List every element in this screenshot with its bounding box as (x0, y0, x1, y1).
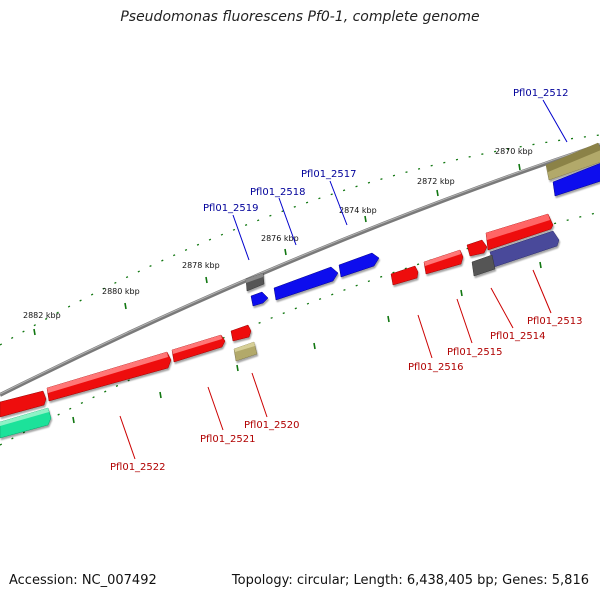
label-pfl01-2522[interactable]: Pfl01_2522 (110, 462, 166, 473)
reverse-leader-lines (119, 269, 552, 460)
kbp-label-2876: 2876 kbp (261, 234, 299, 243)
label-pfl01-2512[interactable]: Pfl01_2512 (513, 88, 569, 99)
kbp-label-2872: 2872 kbp (417, 177, 455, 186)
outer-major-ticks (33, 163, 521, 336)
gene-pfl01-2522-top (47, 352, 168, 393)
gene-pfl01-2519[interactable] (250, 291, 269, 307)
reverse-strand-genes (0, 213, 560, 439)
genome-summary: Topology: circular; Length: 6,438,405 bp… (231, 573, 589, 588)
gene-pfl01-2520-top (234, 342, 255, 352)
label-pfl01-2515[interactable]: Pfl01_2515 (447, 347, 503, 358)
gene-pfl01-2521-top (172, 335, 222, 354)
label-pfl01-2517[interactable]: Pfl01_2517 (301, 169, 357, 180)
label-pfl01-2513[interactable]: Pfl01_2513 (527, 316, 583, 327)
label-pfl01-2514[interactable]: Pfl01_2514 (490, 331, 546, 342)
gene-pfl01-2517[interactable] (338, 252, 380, 278)
kbp-label-2874: 2874 kbp (339, 206, 377, 215)
gene-pfl01-2512[interactable] (552, 163, 600, 197)
accession-info: Accession: NC_007492 (9, 573, 157, 588)
inner-major-ticks (72, 261, 542, 424)
gene-pfl01-2516[interactable] (390, 265, 419, 286)
label-pfl01-2520[interactable]: Pfl01_2520 (244, 420, 300, 431)
label-pfl01-2518[interactable]: Pfl01_2518 (250, 187, 306, 198)
gene-gray-reverse[interactable] (471, 254, 496, 277)
gene-red-left-edge[interactable] (0, 390, 47, 418)
map-title: Pseudomonas fluorescens Pf0-1, complete … (120, 9, 480, 25)
genome-backbone-highlight (0, 143, 600, 395)
gene-pfl01-2518[interactable] (273, 266, 339, 301)
label-pfl01-2516[interactable]: Pfl01_2516 (408, 362, 464, 373)
kbp-label-2882: 2882 kbp (23, 311, 61, 320)
forward-strand-genes (245, 142, 600, 307)
gene-red-reverse-a-top (424, 250, 461, 266)
label-pfl01-2519[interactable]: Pfl01_2519 (203, 203, 259, 214)
gene-green-left-edge-top (0, 408, 49, 426)
kbp-label-2880: 2880 kbp (102, 287, 140, 296)
gene-pfl01-2514-top (486, 214, 550, 240)
label-pfl01-2521[interactable]: Pfl01_2521 (200, 434, 256, 445)
forward-leader-lines (232, 99, 568, 261)
gene-red-reverse-b[interactable] (230, 324, 252, 342)
gene-olive-forward-top (546, 143, 600, 172)
kbp-label-2870: 2870 kbp (495, 147, 533, 156)
gene-pfl01-2515[interactable] (466, 239, 488, 257)
kbp-label-2878: 2878 kbp (182, 261, 220, 270)
genome-backbone (0, 143, 600, 397)
gene-gray-forward-top (246, 273, 263, 283)
